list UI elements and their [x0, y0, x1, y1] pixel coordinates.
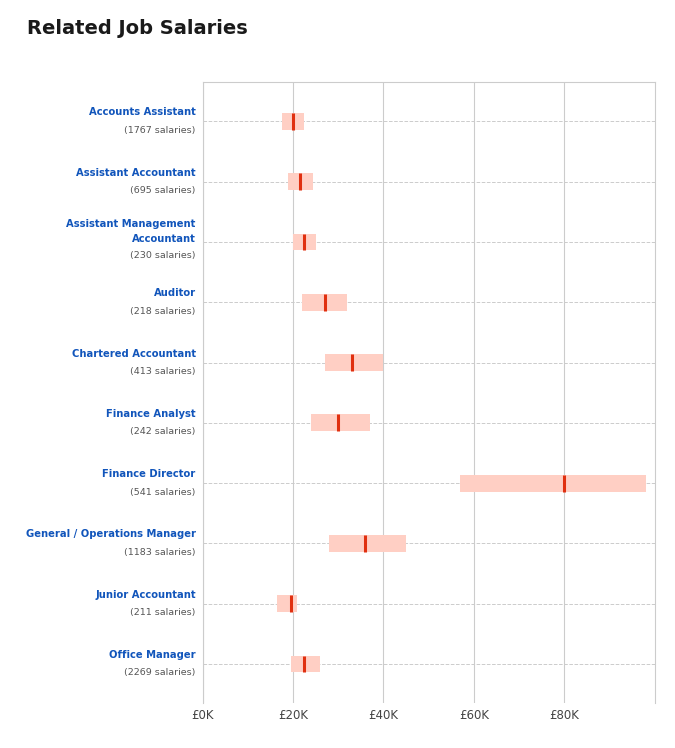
Text: (413 salaries): (413 salaries) [130, 367, 196, 376]
Text: Assistant Management: Assistant Management [66, 219, 196, 229]
Bar [325, 354, 383, 371]
Text: (211 salaries): (211 salaries) [130, 608, 196, 617]
Bar [311, 414, 370, 432]
Text: Related Job Salaries: Related Job Salaries [27, 19, 248, 37]
Text: Chartered Accountant: Chartered Accountant [72, 349, 196, 358]
Bar [277, 595, 298, 612]
Text: Accountant: Accountant [132, 234, 196, 244]
Text: Auditor: Auditor [154, 288, 196, 298]
Bar [329, 535, 406, 552]
Text: (1183 salaries): (1183 salaries) [124, 548, 196, 557]
Text: (242 salaries): (242 salaries) [130, 427, 196, 436]
Bar [281, 113, 304, 130]
Text: (230 salaries): (230 salaries) [130, 251, 196, 260]
Text: Accounts Assistant: Accounts Assistant [89, 108, 196, 117]
Bar [293, 233, 315, 251]
Text: Finance Analyst: Finance Analyst [106, 409, 196, 419]
Text: (541 salaries): (541 salaries) [130, 488, 196, 497]
Bar [302, 294, 347, 310]
Text: (2269 salaries): (2269 salaries) [124, 669, 196, 678]
Bar [288, 174, 313, 190]
Text: Finance Director: Finance Director [103, 469, 196, 479]
Text: (1767 salaries): (1767 salaries) [124, 126, 196, 135]
Text: General / Operations Manager: General / Operations Manager [26, 530, 196, 539]
Bar [460, 475, 646, 491]
Text: (218 salaries): (218 salaries) [130, 307, 196, 316]
Text: Assistant Accountant: Assistant Accountant [76, 168, 196, 178]
Bar [291, 655, 320, 672]
Text: Junior Accountant: Junior Accountant [95, 589, 196, 600]
Text: Office Manager: Office Manager [109, 650, 196, 660]
Text: (695 salaries): (695 salaries) [130, 186, 196, 195]
